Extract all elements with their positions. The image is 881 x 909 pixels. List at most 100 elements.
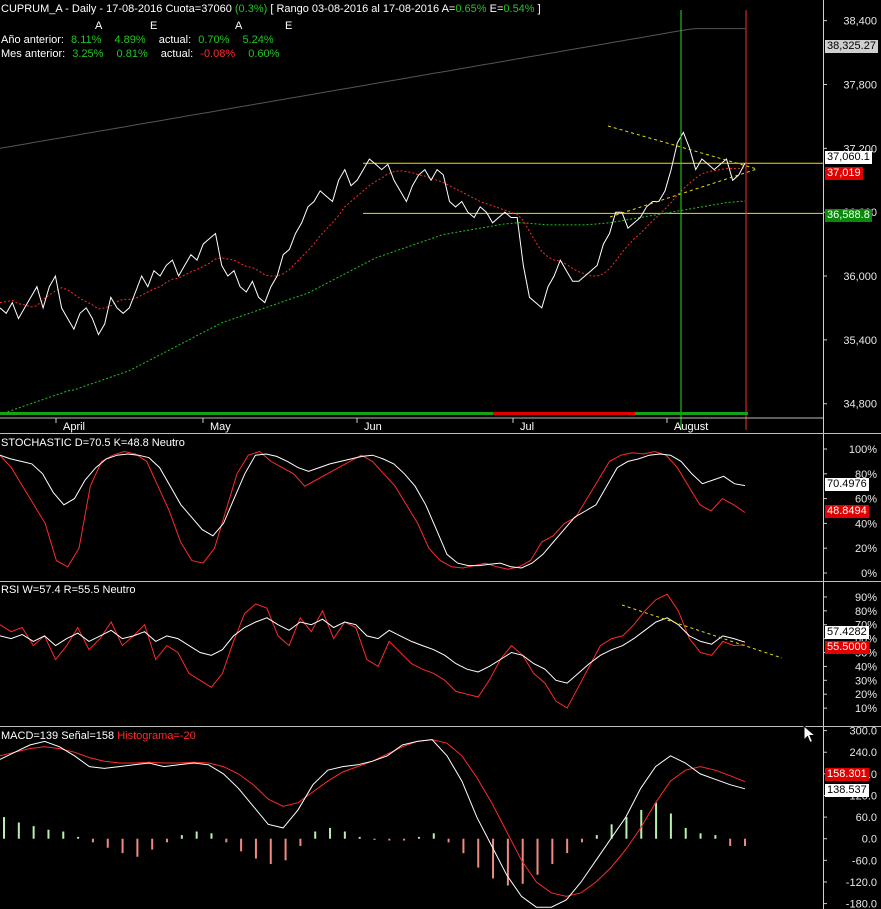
panel-separator [0, 433, 881, 434]
stat-value: 0.70% [198, 34, 230, 46]
rsi-chart[interactable]: 90%80%70%60%50%40%30%20%10% [0, 582, 881, 726]
y-tick-label: 60.0 [856, 812, 877, 824]
histogram-bar [462, 838, 465, 854]
x-tick-label: April [63, 421, 85, 433]
histogram-bar [610, 824, 613, 839]
histogram-bar [655, 802, 658, 839]
histogram-bar [47, 829, 50, 839]
y-tick-label: 10% [855, 703, 877, 715]
histogram-bar [625, 817, 628, 839]
histogram-value: =-20 [173, 730, 196, 742]
stat-value: -0.08% [200, 48, 236, 60]
y-tick-label: 40% [855, 661, 877, 673]
rsi-w-tag: 57.4282 [825, 626, 869, 639]
x-tick-label: May [210, 421, 231, 433]
col-a-label: A [235, 20, 243, 32]
col-a-label: A [95, 20, 103, 32]
histogram-bar [403, 838, 406, 841]
histogram-bar [492, 838, 495, 879]
histogram-bar [388, 838, 391, 841]
y-tick-label: -180.0 [846, 899, 877, 909]
range-e: 0.54% [503, 3, 535, 15]
benchmark-line [0, 28, 745, 149]
stat-value: 0.81% [116, 48, 148, 60]
row-label: actual: [158, 34, 192, 46]
histogram-bar [595, 835, 598, 839]
slow-ma-line [0, 200, 746, 415]
chart-title: CUPRUM_A - Daily - 17-08-2016 Cuota=3706… [1, 3, 232, 15]
y-tick-label: 38,400 [843, 16, 877, 28]
histogram-bar [254, 838, 257, 859]
y-tick-label: 40% [855, 518, 877, 530]
signal-bar-buy [635, 412, 748, 415]
histogram-bar [447, 838, 450, 843]
y-tick-label: 60% [855, 494, 877, 506]
stochastic-d-line [0, 453, 746, 569]
price-panel[interactable]: April May Jun Jul August 34,800 35,400 36,000 36… [0, 0, 881, 433]
histogram-bar [77, 836, 80, 839]
chart-header: CUPRUM_A - Daily - 17-08-2016 Cuota=3706… [1, 3, 541, 15]
y-tick-label: 20% [855, 689, 877, 701]
histogram-bar [358, 836, 361, 839]
stochastic-k-tag: 48.8494 [825, 505, 869, 518]
histogram-bar [17, 822, 20, 839]
histogram-bar [669, 813, 672, 839]
histogram-bar [299, 838, 302, 846]
indicator-title: MACD=139 Señal=158 [1, 730, 115, 742]
stochastic-panel[interactable]: 100% 80% 60% 40% 20% 0% STOCHASTIC D=70.5 K=4… [0, 434, 881, 581]
histogram-bar [91, 838, 94, 843]
stat-value: 4.89% [114, 34, 146, 46]
price-line [0, 131, 746, 336]
y-tick-label: -60.0 [852, 855, 877, 867]
title-change: (0.3%) [234, 3, 268, 15]
price-axis-divider [823, 0, 824, 909]
histogram-bar [714, 835, 717, 839]
histogram-bar [699, 833, 702, 839]
stat-value: 0.60% [248, 48, 280, 60]
range-suffix: ] [534, 3, 541, 15]
row-label: actual: [160, 48, 194, 60]
indicator-title: STOCHASTIC D=70.5 K=48.8 Neutro [1, 437, 185, 449]
histogram-bar [684, 827, 687, 839]
y-tick-label: 34,800 [843, 399, 877, 411]
histogram-label: Histograma [117, 730, 174, 742]
row-label: Año anterior: [1, 34, 64, 46]
rsi-panel[interactable]: 90%80%70%60%50%40%30%20%10% RSI W=57.4 R… [0, 582, 881, 726]
y-tick-label: 20% [855, 543, 877, 555]
histogram-bar [3, 817, 5, 839]
macd-line [0, 739, 746, 908]
range-prefix: [ Rango 03-08-2016 al 17-08-2016 A= [270, 3, 456, 15]
histogram-bar [240, 838, 243, 852]
macd-signal-tag: 158.301 [825, 768, 869, 781]
histogram-bar [580, 838, 583, 843]
histogram-bar [329, 827, 332, 839]
y-tick-label: 30% [855, 675, 877, 687]
histogram-bar [210, 833, 213, 839]
histogram-bar [151, 838, 154, 850]
y-tick-label: 0.0 [862, 834, 877, 846]
histogram-bar [314, 831, 317, 839]
range-a: 0.65% [455, 3, 487, 15]
panel-separator [0, 581, 881, 582]
stochastic-d-tag: 70.4976 [825, 478, 869, 491]
price-chart[interactable]: April May Jun Jul August 34,800 35,400 36,000 36… [0, 0, 881, 433]
macd-chart[interactable]: 300.0240.0180.0120.060.00.0-60.0-120.0-1… [0, 727, 881, 909]
histogram-bar [744, 838, 746, 846]
y-tick-label: 37,800 [843, 79, 877, 91]
macd-panel[interactable]: 300.0240.0180.0120.060.00.0-60.0-120.0-1… [0, 727, 881, 909]
y-tick-label: 90% [855, 592, 877, 604]
trendline-lower [609, 168, 758, 218]
y-tick-label: 100% [849, 444, 877, 456]
signal-bar-sell [493, 412, 635, 415]
stochastic-chart[interactable]: 100% 80% 60% 40% 20% 0% [0, 434, 881, 581]
fast-ma-line [0, 167, 746, 310]
panel-separator [0, 726, 881, 727]
rsi-w-line [0, 617, 746, 684]
y-tick-label: 80% [855, 606, 877, 618]
col-e-label: E [285, 20, 293, 32]
stat-value: 3.25% [72, 48, 104, 60]
histogram-bar [136, 838, 139, 857]
y-tick-label: -120.0 [846, 877, 877, 889]
stochastic-k-line [0, 450, 746, 570]
macd-value-tag: 138.537 [825, 784, 869, 797]
